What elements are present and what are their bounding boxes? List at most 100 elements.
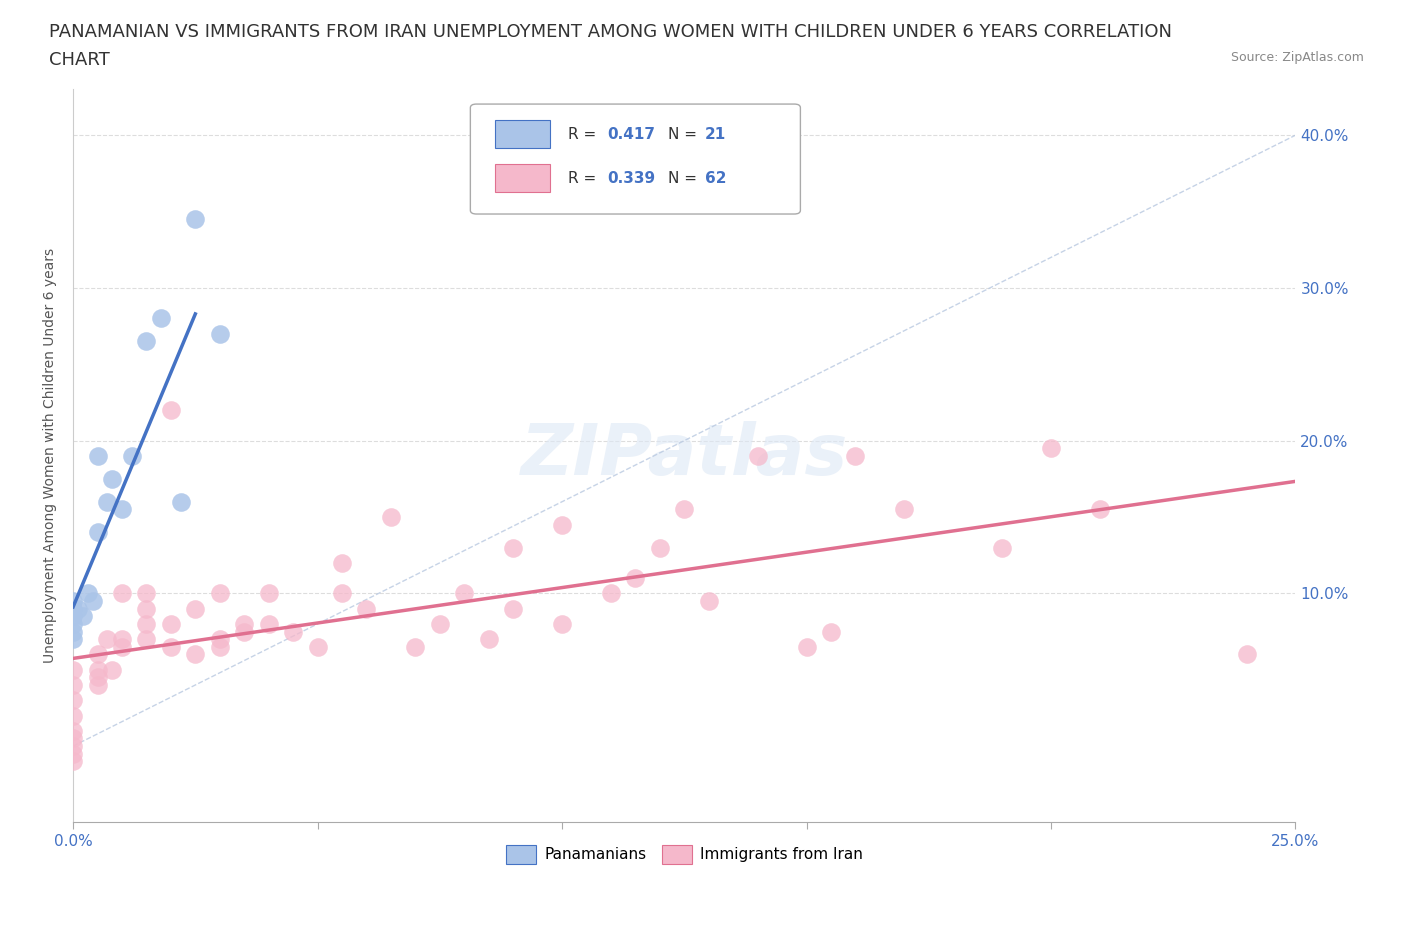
Point (111, 639, 134, 654)
Point (62, 631, 84, 646)
Text: R =: R = (568, 126, 602, 141)
Point (502, 601, 524, 616)
Point (62, 754, 84, 769)
Point (160, 403, 183, 418)
Point (62, 738, 84, 753)
Point (62, 662, 84, 677)
Point (184, 601, 207, 616)
Point (62, 601, 84, 616)
Point (62, 693, 84, 708)
Point (1236, 647, 1258, 662)
Point (86, 670, 108, 684)
Text: Source: ZipAtlas.com: Source: ZipAtlas.com (1230, 51, 1364, 64)
FancyBboxPatch shape (471, 104, 800, 214)
Point (208, 326, 231, 341)
Point (380, 510, 402, 525)
Point (404, 639, 426, 654)
Point (169, 494, 191, 509)
Point (551, 617, 574, 631)
Point (184, 212, 207, 227)
Point (747, 448, 769, 463)
Point (551, 517, 574, 532)
Legend: Panamanians, Immigrants from Iran: Panamanians, Immigrants from Iran (499, 839, 869, 870)
Point (135, 617, 157, 631)
Point (184, 647, 207, 662)
Point (330, 555, 353, 570)
Point (453, 586, 475, 601)
Point (356, 601, 378, 616)
Text: R =: R = (568, 170, 602, 186)
Point (697, 593, 720, 608)
Point (478, 631, 501, 646)
Point (307, 639, 329, 654)
Point (62, 746, 84, 761)
Point (62, 724, 84, 738)
Point (502, 540, 524, 555)
Point (66, 601, 89, 616)
Point (330, 586, 353, 601)
Point (150, 311, 173, 325)
Text: N =: N = (668, 170, 702, 186)
Point (101, 662, 124, 677)
Point (135, 334, 157, 349)
Point (72, 609, 94, 624)
Point (844, 448, 866, 463)
Point (233, 624, 256, 639)
Text: CHART: CHART (49, 51, 110, 69)
Point (281, 624, 304, 639)
Point (86, 662, 108, 677)
FancyBboxPatch shape (495, 165, 550, 192)
Point (96, 494, 118, 509)
FancyBboxPatch shape (495, 120, 550, 148)
Point (82, 593, 104, 608)
Point (62, 609, 84, 624)
Point (893, 502, 915, 517)
Point (648, 540, 671, 555)
Point (101, 472, 124, 486)
Point (76, 586, 98, 601)
Point (96, 631, 118, 646)
Point (208, 639, 231, 654)
Point (135, 631, 157, 646)
Point (135, 601, 157, 616)
Point (111, 586, 134, 601)
Text: PANAMANIAN VS IMMIGRANTS FROM IRAN UNEMPLOYMENT AMONG WOMEN WITH CHILDREN UNDER : PANAMANIAN VS IMMIGRANTS FROM IRAN UNEMP… (49, 23, 1173, 41)
Point (86, 678, 108, 693)
Point (208, 586, 231, 601)
Point (796, 639, 818, 654)
Point (121, 448, 143, 463)
Text: 0.339: 0.339 (607, 170, 655, 186)
Point (1040, 441, 1063, 456)
Text: 0.417: 0.417 (607, 126, 655, 141)
Text: 21: 21 (704, 126, 727, 141)
Point (1088, 502, 1111, 517)
Point (86, 647, 108, 662)
Point (62, 731, 84, 746)
Point (257, 617, 280, 631)
Point (257, 586, 280, 601)
Y-axis label: Unemployment Among Women with Children Under 6 years: Unemployment Among Women with Children U… (44, 248, 58, 663)
Point (160, 617, 183, 631)
Point (208, 631, 231, 646)
Point (62, 593, 84, 608)
Point (991, 540, 1014, 555)
Point (624, 571, 647, 586)
Point (62, 678, 84, 693)
Text: ZIPatlas: ZIPatlas (520, 421, 848, 490)
Point (111, 502, 134, 517)
Point (62, 624, 84, 639)
Point (62, 617, 84, 631)
Text: 62: 62 (704, 170, 727, 186)
Point (86, 448, 108, 463)
Point (62, 708, 84, 723)
Point (673, 502, 696, 517)
Point (160, 639, 183, 654)
Text: N =: N = (668, 126, 702, 141)
Point (233, 617, 256, 631)
Point (111, 631, 134, 646)
Point (820, 624, 842, 639)
Point (135, 586, 157, 601)
Point (429, 617, 451, 631)
Point (600, 586, 623, 601)
Point (86, 525, 108, 539)
